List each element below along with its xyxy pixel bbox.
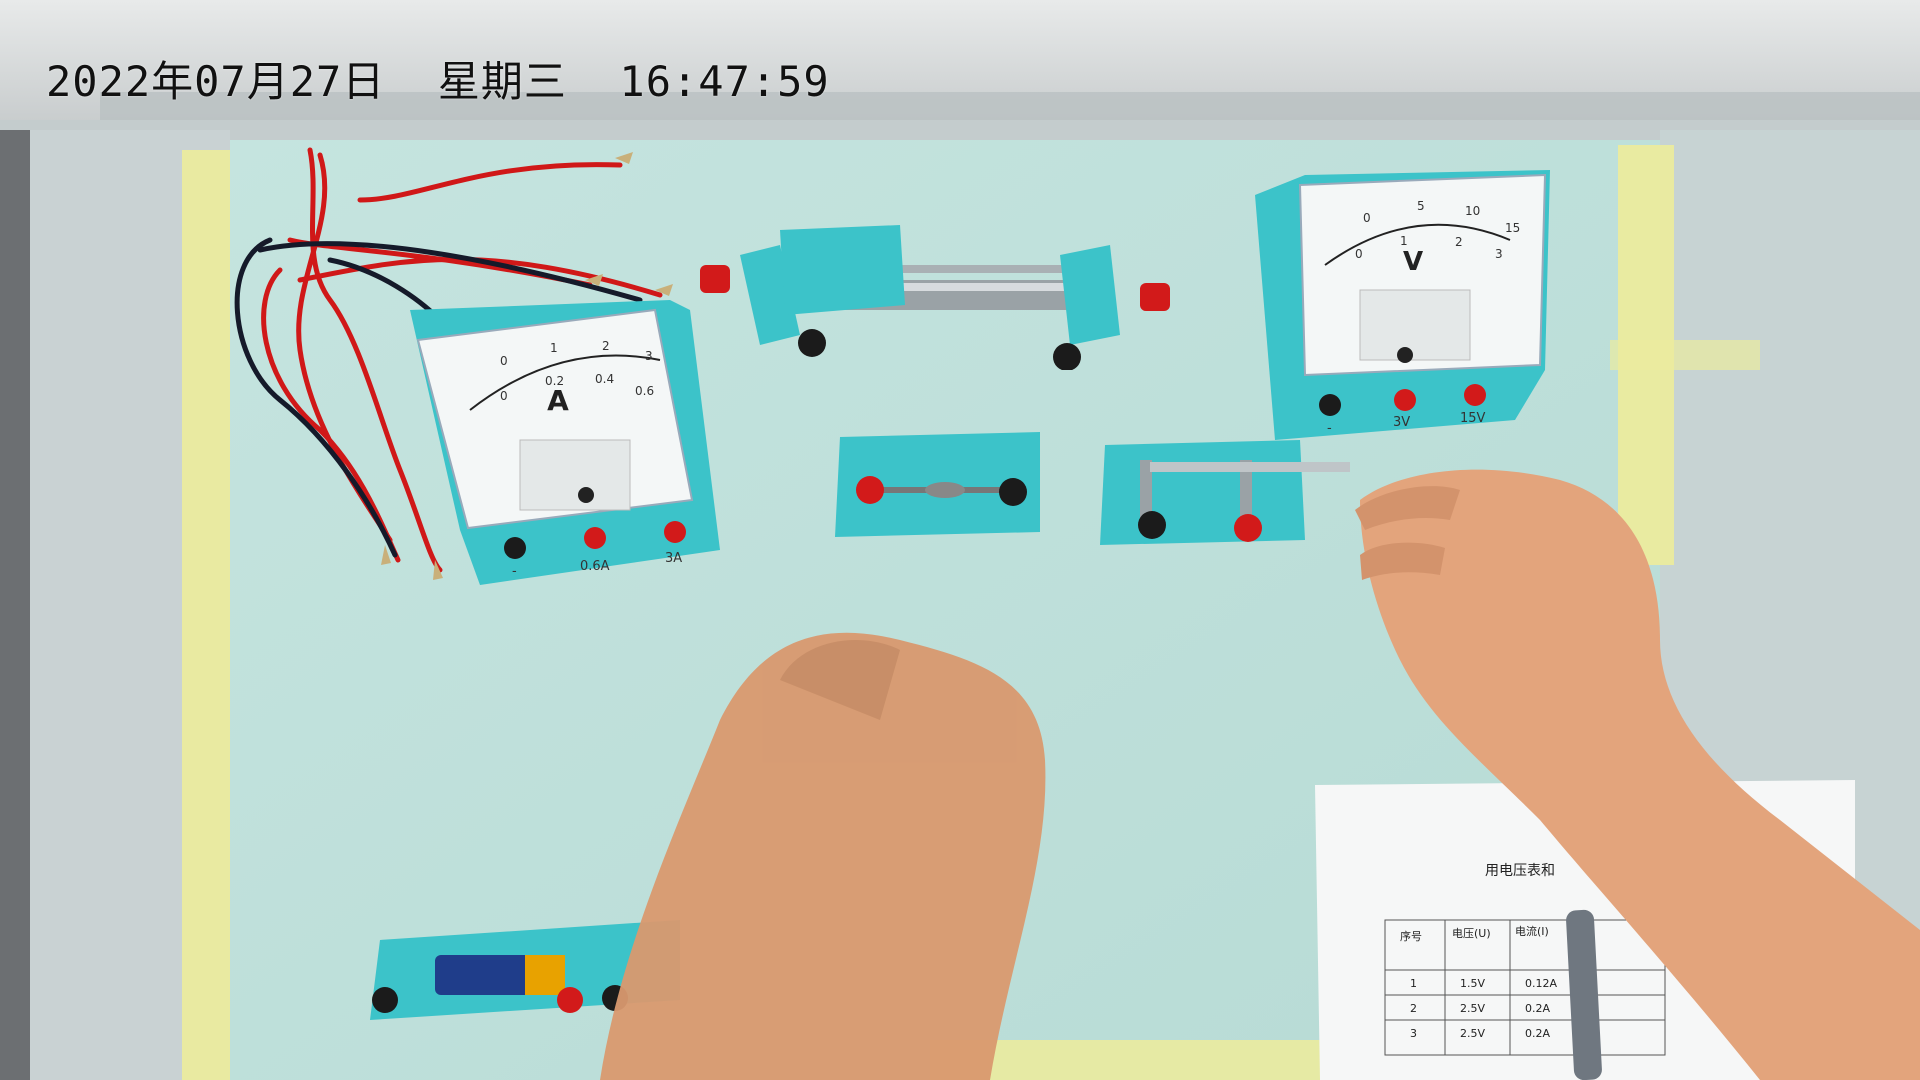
worksheet-row-2-current: 0.2A (1525, 1002, 1550, 1015)
voltmeter-terminal-label-15v: 15V (1460, 411, 1486, 426)
voltmeter-scale-top-0: 0 (1363, 211, 1371, 225)
worksheet-row-1-current: 0.12A (1525, 977, 1557, 990)
worksheet-header-index: 序号 (1400, 929, 1422, 943)
battery-terminal-black-left[interactable] (372, 987, 398, 1013)
ammeter-scale-bottom-0: 0 (500, 389, 508, 403)
ammeter-scale-top-3: 3 (645, 349, 653, 363)
ammeter: A 0 1 2 3 0 0.2 0.4 0.6 - 0.6A 3A (410, 300, 720, 585)
rheostat-terminal-right[interactable] (1053, 343, 1081, 370)
switch-terminal-right[interactable] (1234, 514, 1262, 542)
voltmeter-scale-bottom-0: 0 (1355, 247, 1363, 261)
ammeter-scale-top-0: 0 (500, 354, 508, 368)
voltmeter-terminal-label-negative: - (1327, 421, 1332, 436)
left-hand (600, 632, 1046, 1080)
worksheet-row-2-index: 2 (1410, 1002, 1417, 1015)
worksheet-title: 用电压表和 (1485, 863, 1555, 879)
voltmeter-scale-bottom-2: 2 (1455, 235, 1463, 249)
voltmeter-terminal-15v[interactable] (1464, 384, 1486, 406)
switch-terminal-left[interactable] (1138, 511, 1166, 539)
ammeter-terminal-label-3a: 3A (665, 551, 682, 566)
voltmeter-terminal-3v[interactable] (1394, 389, 1416, 411)
knife-switch (1100, 440, 1350, 545)
pen (1566, 909, 1602, 1080)
switch-lever[interactable] (1150, 462, 1350, 472)
voltmeter-scale-bottom-3: 3 (1495, 247, 1503, 261)
voltmeter-terminal-label-3v: 3V (1393, 415, 1410, 430)
resistor-terminal-left[interactable] (856, 476, 884, 504)
battery-terminal-red[interactable] (557, 987, 583, 1013)
ammeter-terminal-3a[interactable] (664, 521, 686, 543)
rheostat-terminal-left[interactable] (798, 329, 826, 357)
right-hand (1355, 469, 1920, 1080)
rheostat-end-cap-right[interactable] (1140, 283, 1170, 311)
voltmeter-terminal-negative[interactable] (1319, 394, 1341, 416)
ammeter-terminal-negative[interactable] (504, 537, 526, 559)
ammeter-terminal-0-6a[interactable] (584, 527, 606, 549)
worksheet-header-current: 电流(I) (1515, 924, 1549, 938)
ammeter-scale-bottom-2: 0.4 (595, 372, 614, 386)
fixed-resistor (835, 432, 1040, 537)
voltmeter-scale-top-3: 15 (1505, 221, 1520, 235)
ammeter-terminal-label-0-6a: 0.6A (580, 559, 610, 574)
voltmeter-scale-bottom-1: 1 (1400, 234, 1408, 248)
battery-holder (370, 920, 680, 1020)
rheostat-slider-knob[interactable] (700, 265, 730, 293)
worksheet-header-voltage: 电压(U) (1452, 927, 1491, 940)
voltmeter-scale-top-2: 10 (1465, 204, 1480, 218)
worksheet-row-3-current: 0.2A (1525, 1027, 1550, 1040)
ammeter-scale-bottom-1: 0.2 (545, 374, 564, 388)
worksheet-row-3-index: 3 (1410, 1027, 1417, 1040)
ammeter-scale-top-1: 1 (550, 341, 558, 355)
worksheet-row-3-voltage: 2.5V (1460, 1027, 1485, 1040)
rheostat (700, 225, 1170, 370)
ammeter-scale-bottom-3: 0.6 (635, 384, 654, 398)
worksheet-row-1-index: 1 (1410, 977, 1417, 990)
ammeter-scale-top-2: 2 (602, 339, 610, 353)
voltmeter: V 0 5 10 15 0 1 2 3 - 3V 15V (1255, 170, 1550, 440)
ammeter-terminal-label-negative: - (512, 564, 517, 579)
voltmeter-unit-label: V (1403, 247, 1423, 277)
voltmeter-scale-top-1: 5 (1417, 199, 1425, 213)
ammeter-unit-label: A (547, 384, 569, 417)
worksheet-row-2-voltage: 2.5V (1460, 1002, 1485, 1015)
timestamp-overlay: 2022年07月27日 星期三 16:47:59 (46, 57, 830, 106)
resistor-terminal-right[interactable] (999, 478, 1027, 506)
worksheet-row-1-voltage: 1.5V (1460, 977, 1485, 990)
